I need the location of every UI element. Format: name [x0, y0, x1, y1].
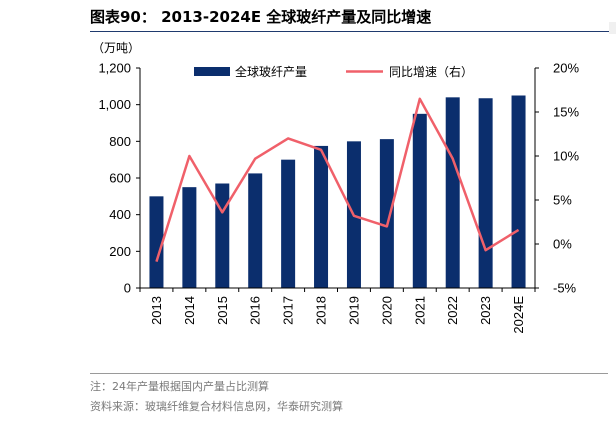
left-tick-label: 800	[109, 134, 131, 149]
legend-label-line: 同比增速（右）	[389, 64, 473, 79]
x-tick-label: 2022	[445, 296, 460, 325]
left-tick-label: 0	[124, 281, 131, 296]
right-tick-label: 15%	[553, 105, 579, 120]
bar-2023	[478, 98, 493, 288]
bar-2021	[412, 113, 427, 288]
bar-2017	[281, 159, 296, 288]
footer-rule	[90, 373, 608, 374]
bar-2016	[248, 173, 263, 288]
bar-2014	[182, 187, 197, 288]
left-tick-label: 1,000	[98, 97, 131, 112]
x-tick-label: 2015	[215, 296, 230, 325]
right-tick-label: 20%	[553, 61, 579, 76]
legend: 全球玻纤产量 同比增速（右）	[194, 64, 473, 79]
x-tick-label: 2019	[346, 296, 361, 325]
x-tick-label: 2018	[314, 296, 329, 325]
x-tick-label: 2013	[149, 296, 164, 325]
legend-swatch-bar	[194, 67, 230, 76]
x-tick-label: 2014	[182, 296, 197, 325]
right-tick-label: 10%	[553, 149, 579, 164]
growth-line	[155, 97, 520, 262]
bar-2020	[379, 139, 394, 288]
x-tick-label: 2017	[281, 296, 296, 325]
axes: 0 200 400 600 800 1,000 1,200 -5% 0% 5% 10% 15% 20% （…	[92, 41, 579, 334]
left-tick-label: 200	[109, 244, 131, 259]
left-tick-label: 1,200	[98, 61, 131, 76]
left-tick-label: 400	[109, 207, 131, 222]
x-tick-label: 2024E	[511, 296, 526, 334]
growth-line-series	[155, 97, 520, 262]
bar-series	[149, 95, 526, 288]
right-tick-label: -5%	[553, 281, 577, 296]
left-tick-label: 600	[109, 171, 131, 186]
x-tick-label: 2016	[248, 296, 263, 325]
x-tick-label: 2023	[478, 296, 493, 325]
footnote: 注：24年产量根据国内产量占比测算	[90, 380, 269, 393]
right-tick-label: 5%	[553, 193, 572, 208]
bar-2024E	[511, 95, 526, 288]
bar-2013	[149, 196, 164, 288]
left-axis-unit: （万吨）	[92, 41, 140, 55]
bar-2018	[314, 145, 329, 288]
edge-fragment	[609, 22, 616, 34]
title-rule	[90, 31, 608, 32]
x-tick-label: 2021	[412, 296, 427, 325]
bar-2022	[445, 97, 460, 288]
chart-title: 图表90： 2013-2024E 全球玻纤产量及同比增速	[90, 8, 432, 26]
right-tick-label: 0%	[553, 237, 572, 252]
x-tick-label: 2020	[379, 296, 394, 325]
bar-2015	[215, 183, 230, 288]
legend-label-bar: 全球玻纤产量	[235, 64, 307, 79]
source-note: 资料来源：玻璃纤维复合材料信息网，华泰研究测算	[90, 400, 343, 413]
